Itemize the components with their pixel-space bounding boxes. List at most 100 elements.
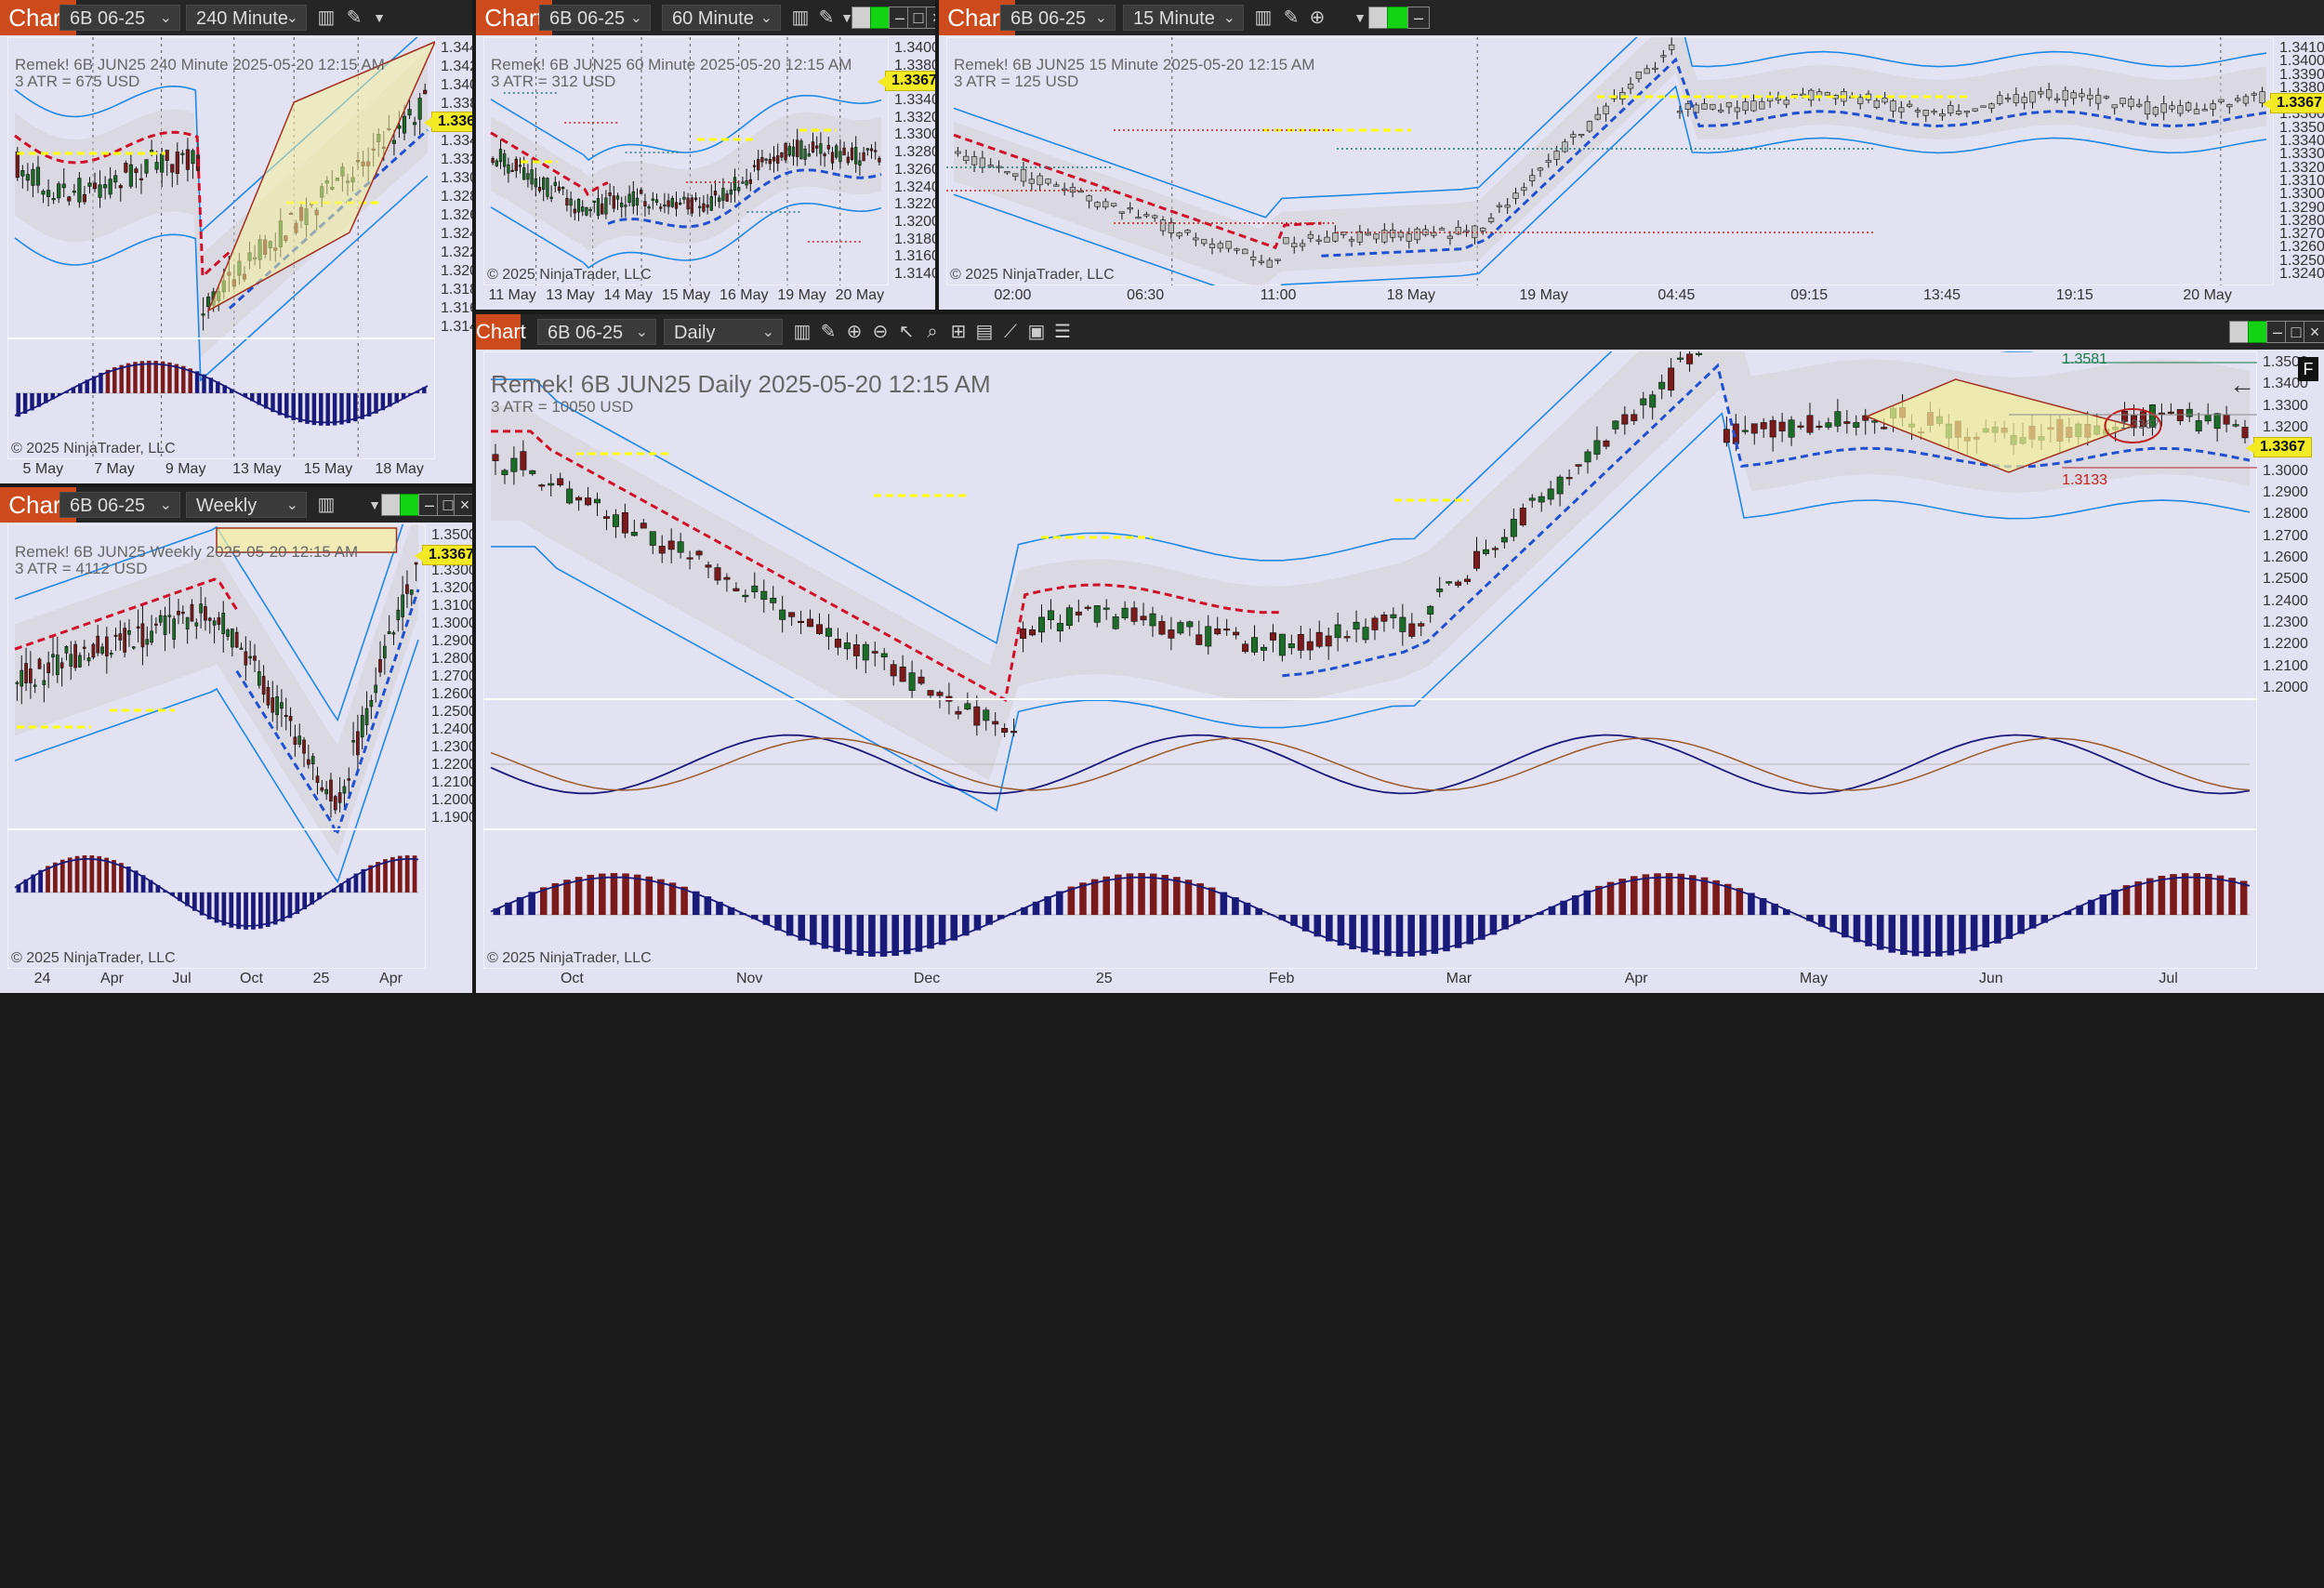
- candle-body: [1047, 610, 1054, 620]
- histogram-bar: [2228, 878, 2236, 916]
- candle-body: [297, 735, 302, 745]
- drawing-tool-icon[interactable]: ✎: [818, 7, 835, 28]
- candle-body: [55, 655, 59, 676]
- histogram-bar: [221, 892, 227, 926]
- interval-select[interactable]: 60 Minute ⌄: [662, 5, 781, 31]
- trailing-stop-blue: [607, 168, 882, 229]
- candle-body: [149, 150, 154, 153]
- chart-pane-weekly[interactable]: Chart 6B 06-25 ⌄ Weekly ⌄ ▥ ▼ – □ × Remek!…: [0, 487, 472, 993]
- properties-icon[interactable]: ⊞: [950, 322, 967, 342]
- y-tick-label: 1.3280: [894, 144, 935, 161]
- bar-type-icon[interactable]: ▥: [317, 7, 336, 28]
- candle-body: [1668, 367, 1675, 390]
- candle-body: [136, 626, 140, 629]
- pointer-icon[interactable]: ↖: [898, 322, 915, 342]
- price-plot[interactable]: [483, 351, 2257, 969]
- candle-body: [2152, 107, 2159, 115]
- link-color-button[interactable]: [1387, 7, 1409, 29]
- candle-body: [658, 546, 666, 554]
- channel-drawing[interactable]: [1865, 378, 2135, 473]
- chart-pane-240min[interactable]: Chart 6B 06-25 ⌄ 240 Minute ⌄ ▥ ✎ ▼ Remek!…: [0, 0, 472, 483]
- candle-body: [1718, 109, 1724, 112]
- zoom-in-icon[interactable]: ⊕: [846, 322, 863, 342]
- y-tick-label: 1.3140: [894, 266, 935, 282]
- candle-body: [401, 594, 404, 617]
- candle-body: [1825, 422, 1832, 428]
- strategies-icon[interactable]: ⟋: [1004, 322, 1017, 342]
- candle-body: [522, 167, 526, 180]
- chart-pane-15min[interactable]: Chart 6B 06-25 ⌄ 15 Minute ⌄ ▥ ✎ ⊕ ▼ – Rem…: [939, 0, 2324, 310]
- instrument-select[interactable]: 6B 06-25 ⌄: [537, 319, 656, 345]
- y-tick-label: 1.2300: [2263, 615, 2308, 630]
- instrument-select[interactable]: 6B 06-25 ⌄: [539, 5, 651, 31]
- x-tick-label: 15 May: [661, 287, 711, 303]
- dropdown-arrow-icon[interactable]: ▼: [840, 10, 853, 25]
- drawing-tool-icon[interactable]: ✎: [346, 7, 363, 28]
- candle-body: [1545, 160, 1552, 163]
- interval-select[interactable]: Weekly ⌄: [186, 492, 307, 518]
- histogram-bar: [833, 915, 840, 952]
- price-plot[interactable]: [7, 37, 435, 459]
- x-tick-label: May: [1799, 971, 1829, 986]
- x-tick-label: Dec: [913, 971, 941, 986]
- interval-select[interactable]: Daily ⌄: [664, 319, 783, 345]
- bar-type-icon[interactable]: ▥: [1254, 7, 1273, 28]
- candle-body: [1463, 230, 1470, 232]
- histogram-bar: [1982, 915, 1989, 948]
- candle-body: [1939, 112, 1946, 117]
- bar-type-icon[interactable]: ▥: [317, 495, 336, 515]
- histogram-bar: [271, 392, 275, 413]
- instrument-select[interactable]: 6B 06-25 ⌄: [59, 492, 180, 518]
- interval-select[interactable]: 15 Minute ⌄: [1123, 5, 1244, 31]
- dropdown-arrow-icon[interactable]: ▼: [368, 497, 381, 512]
- candle-body: [324, 788, 328, 795]
- x-axis: Oct Nov Dec 25 Feb Mar Apr May Jun Jul: [483, 971, 2257, 989]
- dropdown-arrow-icon[interactable]: ▼: [373, 10, 386, 25]
- chart-pane-60min[interactable]: Chart 6B 06-25⌄ 60 Minute⌄ ▥ ✎ ▼ – □ × R…: [476, 0, 935, 310]
- zoom-out-icon[interactable]: ⊖: [872, 322, 889, 342]
- f-button[interactable]: F: [2298, 357, 2318, 381]
- candle-body: [1077, 191, 1084, 193]
- close-button[interactable]: ×: [2304, 321, 2324, 343]
- dropdown-arrow-icon[interactable]: ▼: [1353, 10, 1367, 25]
- candle-body: [495, 160, 498, 166]
- close-button[interactable]: ×: [454, 494, 472, 516]
- bar-type-icon[interactable]: ▥: [793, 322, 812, 342]
- candle-body: [1500, 536, 1508, 543]
- histogram-bar: [2017, 915, 2025, 934]
- bar-type-icon[interactable]: ▥: [791, 7, 810, 28]
- price-plot[interactable]: [946, 37, 2274, 285]
- list-icon[interactable]: ☰: [1054, 322, 1071, 342]
- instrument-select[interactable]: 6B 06-25 ⌄: [1000, 5, 1116, 31]
- candle-body: [46, 190, 51, 197]
- price-plot[interactable]: [483, 37, 889, 285]
- histogram-bar: [394, 392, 399, 404]
- x-tick-label: 13:45: [1922, 287, 1961, 303]
- minimize-button[interactable]: –: [1407, 7, 1430, 29]
- x-tick-label: 19 May: [1519, 287, 1568, 303]
- data-box-icon[interactable]: ⌕: [927, 322, 938, 342]
- chevron-down-icon: ⌄: [1222, 10, 1235, 26]
- candle-body: [537, 186, 542, 192]
- zoom-in-icon[interactable]: ⊕: [1309, 7, 1326, 28]
- candle-body: [1260, 646, 1267, 651]
- templates-icon[interactable]: ▣: [1027, 322, 1046, 342]
- y-tick-label: 1.3500: [431, 527, 472, 543]
- chart-tab[interactable]: Chart: [476, 314, 526, 350]
- zone-rectangle[interactable]: [216, 527, 398, 553]
- interval-select[interactable]: 240 Minute ⌄: [186, 5, 307, 31]
- indicators-icon[interactable]: ▤: [975, 322, 994, 342]
- highlight-ellipse[interactable]: [2104, 408, 2162, 443]
- price-plot[interactable]: [7, 524, 426, 969]
- drawing-tool-icon[interactable]: ✎: [820, 322, 837, 342]
- histogram-bar: [1771, 903, 1778, 916]
- close-button[interactable]: ×: [926, 7, 935, 29]
- instrument-select[interactable]: 6B 06-25 ⌄: [59, 5, 180, 31]
- channel-drawing[interactable]: [206, 41, 435, 312]
- candle-body: [498, 149, 503, 163]
- histogram-bar: [1911, 915, 1920, 957]
- candle-body: [1759, 100, 1765, 110]
- candle-body: [757, 159, 760, 171]
- chart-pane-daily[interactable]: Chart 6B 06-25 ⌄ Daily ⌄ ▥ ✎ ⊕ ⊖ ↖ ⌕ ⊞ ▤ ⟋…: [476, 314, 2324, 993]
- drawing-tool-icon[interactable]: ✎: [1283, 7, 1300, 28]
